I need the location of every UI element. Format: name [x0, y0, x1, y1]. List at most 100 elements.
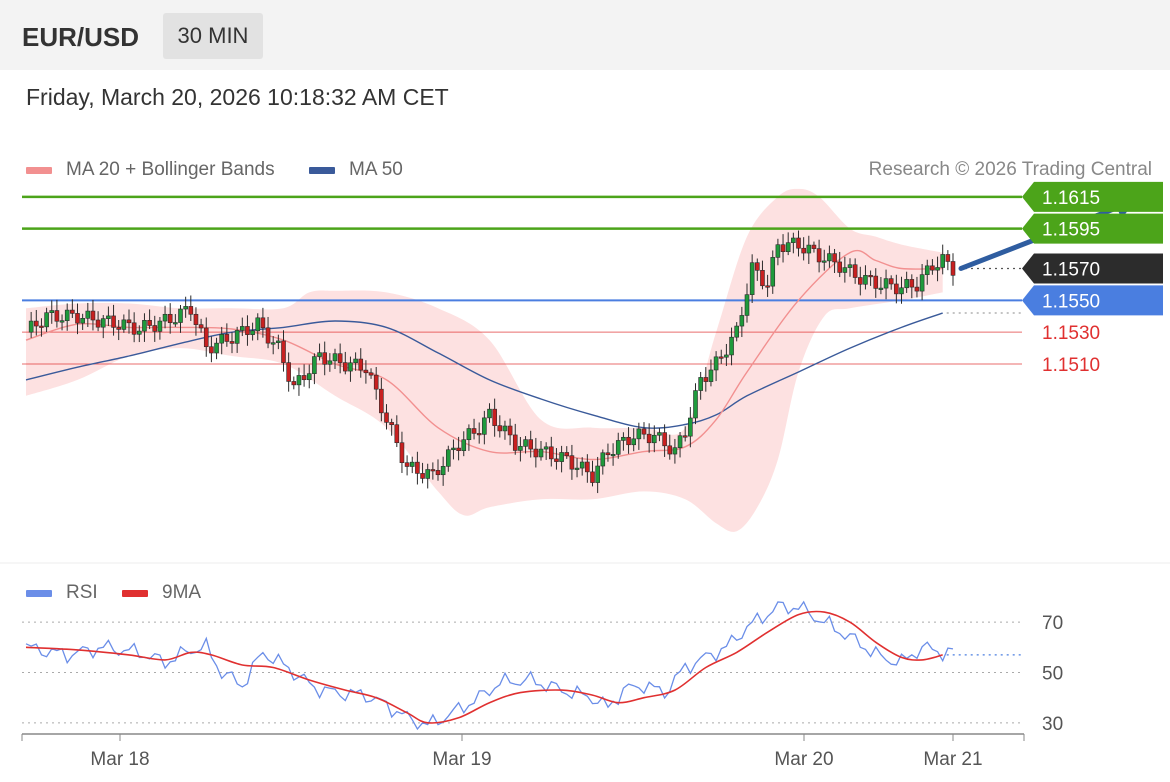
candle — [760, 260, 765, 290]
candle-body — [270, 342, 276, 345]
candle-body — [286, 362, 291, 382]
candle — [492, 398, 497, 437]
candle — [240, 317, 245, 337]
candle-body — [899, 287, 904, 295]
candle — [852, 258, 858, 284]
candle — [502, 420, 508, 440]
candle-body — [718, 356, 724, 359]
candle-body — [878, 287, 884, 290]
candle-body — [729, 336, 734, 356]
ma9-swatch — [122, 589, 148, 597]
candle — [363, 360, 369, 384]
legend-9ma: 9MA — [122, 582, 201, 604]
candle — [935, 256, 940, 282]
x-tick-label: Mar 19 — [432, 749, 491, 770]
candlesticks — [28, 230, 956, 494]
candle — [415, 451, 420, 485]
candle-body — [111, 315, 116, 328]
candle-body — [863, 275, 868, 285]
candle-body — [33, 320, 39, 327]
candle-body — [224, 334, 230, 342]
candle-body — [677, 435, 683, 448]
level-tag-background — [1022, 181, 1163, 212]
candle — [899, 276, 904, 304]
candle-body — [353, 358, 358, 364]
candle-body — [852, 264, 858, 278]
candle-body — [178, 308, 183, 323]
candle-body — [152, 325, 158, 332]
candle-body — [621, 436, 626, 441]
candle-body — [415, 461, 420, 474]
candle-body — [456, 447, 461, 451]
candle-body — [471, 428, 477, 434]
candle-body — [162, 313, 168, 322]
candle — [250, 322, 255, 341]
candle-body — [348, 362, 353, 372]
candle — [739, 306, 745, 338]
rsi-tick-label: 70 — [1042, 613, 1063, 634]
candle — [646, 423, 652, 453]
candle — [497, 415, 503, 438]
candle — [121, 314, 127, 333]
candle — [791, 232, 796, 254]
candle-body — [734, 325, 740, 338]
candle-body — [492, 408, 497, 426]
candle-body — [641, 428, 647, 435]
candle — [265, 316, 271, 349]
timestamp: Friday, March 20, 2026 10:18:32 AM CET — [26, 84, 449, 110]
candle-body — [857, 277, 863, 285]
candle — [682, 426, 688, 442]
candle-body — [548, 446, 554, 460]
candle — [600, 449, 606, 475]
candle — [863, 265, 868, 290]
candle — [785, 232, 791, 256]
candle — [636, 422, 642, 450]
candle — [883, 269, 889, 300]
candle — [806, 235, 812, 264]
candle-body — [291, 381, 297, 386]
candle — [548, 436, 554, 467]
candle-body — [651, 434, 657, 444]
candle-body — [930, 265, 935, 271]
candle-body — [559, 452, 564, 462]
candle-body — [209, 346, 214, 354]
candle — [574, 457, 580, 478]
candle-body — [703, 377, 709, 382]
candle-body — [888, 278, 894, 285]
level-label-current: 1.1570 — [1022, 253, 1163, 284]
candle — [44, 307, 49, 333]
candle-body — [482, 417, 487, 435]
candle-body — [760, 270, 765, 287]
candle — [523, 436, 528, 454]
ma50-line — [25, 312, 943, 429]
candle-body — [708, 369, 714, 382]
candle-body — [147, 320, 152, 326]
candle — [39, 318, 44, 337]
candle-body — [518, 446, 523, 451]
candle-body — [713, 356, 719, 371]
candle-body — [173, 322, 178, 325]
candle-body — [919, 274, 925, 292]
candle — [930, 259, 935, 275]
candle — [734, 322, 740, 342]
candle-body — [39, 325, 44, 328]
candle-body — [868, 275, 873, 278]
candle — [904, 271, 909, 293]
level-tag-background — [1022, 213, 1163, 244]
ma9-label: 9MA — [162, 582, 202, 603]
level-labels: 1.1615 1.1595 1.1570 1.1550 1.1530 1.1510 — [1022, 181, 1163, 376]
candle-body — [296, 375, 302, 386]
candle — [626, 427, 631, 454]
candle-body — [904, 279, 909, 289]
candle-body — [672, 447, 678, 455]
candle — [224, 323, 230, 347]
candle — [590, 460, 595, 487]
candle — [585, 454, 590, 483]
candle-body — [682, 435, 688, 438]
candle — [533, 437, 539, 468]
candle — [466, 424, 472, 451]
ma50-swatch — [309, 166, 335, 174]
timeframe-badge[interactable]: 30 MIN — [163, 13, 263, 59]
candle — [389, 418, 394, 436]
